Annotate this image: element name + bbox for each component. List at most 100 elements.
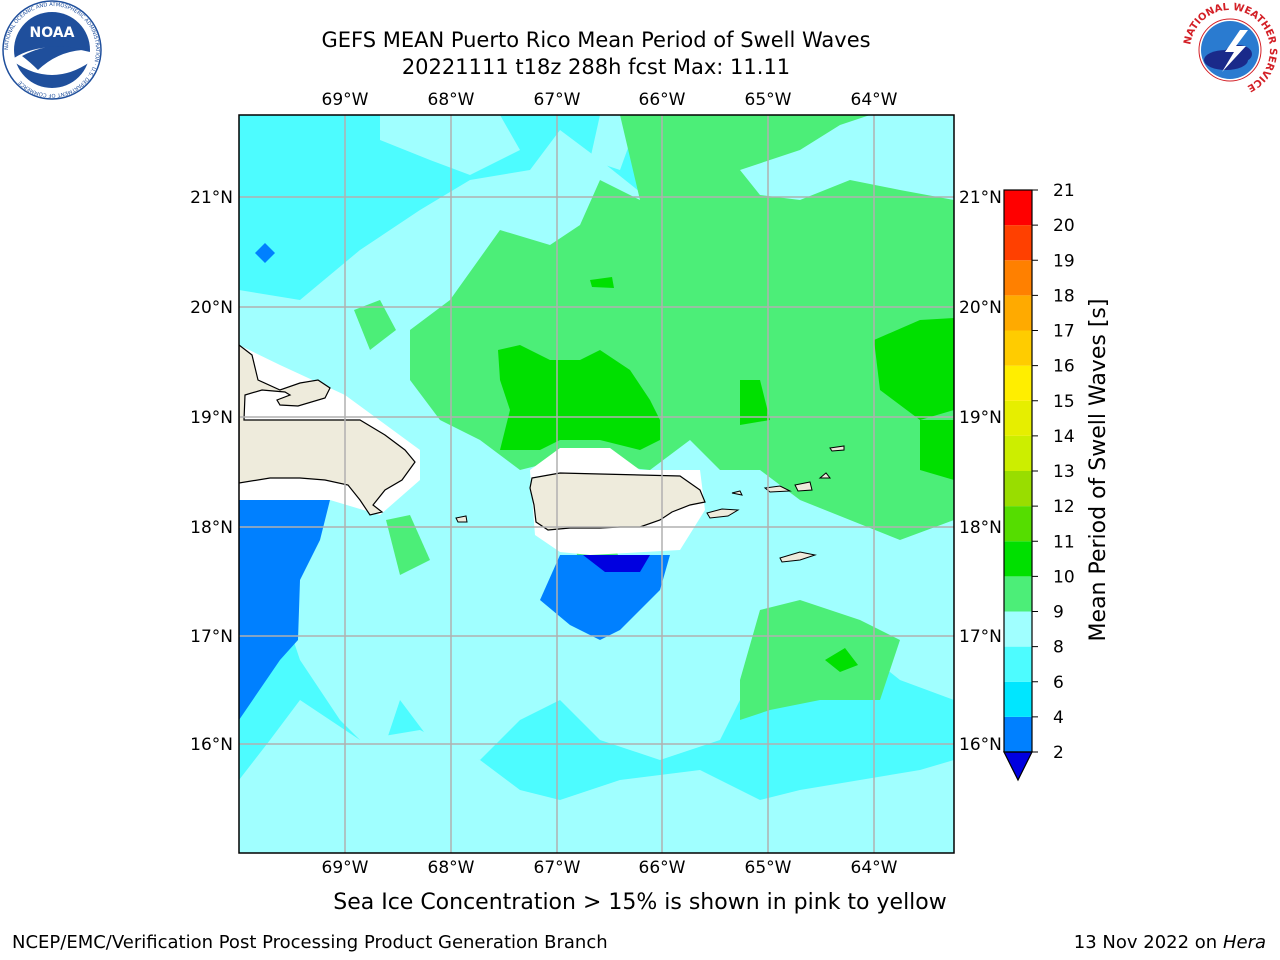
longitude-label: 68°W bbox=[428, 90, 475, 110]
colorbar-label: Mean Period of Swell Waves [s] bbox=[1086, 299, 1111, 642]
latitude-label: 19°N bbox=[959, 408, 1002, 428]
longitude-labels-bottom: 69°W 68°W 67°W 66°W 65°W 64°W bbox=[322, 858, 898, 878]
colorbar-tick-label: 21 bbox=[1053, 181, 1075, 201]
longitude-label: 67°W bbox=[534, 90, 581, 110]
colorbar-segment bbox=[1004, 225, 1032, 261]
st-john bbox=[794, 481, 813, 492]
map-subtitle: 20221111 t18z 288h fcst Max: 11.11 bbox=[401, 55, 791, 79]
virgin-gorda bbox=[818, 472, 832, 479]
longitude-label: 66°W bbox=[639, 858, 686, 878]
longitude-labels-top: 69°W 68°W 67°W 66°W 65°W 64°W bbox=[322, 90, 898, 110]
colorbar-segment bbox=[1004, 646, 1032, 682]
band-below-2 bbox=[583, 555, 650, 572]
colorbar-tick-label: 19 bbox=[1053, 251, 1075, 271]
longitude-label: 66°W bbox=[639, 90, 686, 110]
map-title: GEFS MEAN Puerto Rico Mean Period of Swe… bbox=[321, 28, 871, 52]
band-8-9-north bbox=[380, 115, 520, 175]
colorbar-extend-arrow bbox=[1003, 751, 1033, 782]
band-8-9-south bbox=[239, 700, 954, 853]
band-2-4-south-pr bbox=[540, 555, 670, 640]
latitude-label: 19°N bbox=[190, 408, 233, 428]
mona-island bbox=[455, 515, 468, 523]
colorbar-tick-label: 12 bbox=[1053, 497, 1075, 517]
latitude-label: 18°N bbox=[959, 518, 1002, 538]
colorbar-tick-label: 11 bbox=[1053, 532, 1075, 552]
colorbar-segment bbox=[1004, 295, 1032, 331]
colorbar-tick-label: 18 bbox=[1053, 286, 1075, 306]
colorbar-segment bbox=[1004, 260, 1032, 296]
issue-date: 13 Nov 2022 on Hera bbox=[1074, 932, 1266, 953]
sea-ice-note: Sea Ice Concentration > 15% is shown in … bbox=[333, 890, 947, 915]
band-2-4-spot bbox=[255, 243, 275, 263]
band-10-11-east bbox=[874, 318, 954, 420]
map-frame bbox=[238, 114, 955, 854]
band-9-10-island1 bbox=[354, 300, 396, 350]
latitude-label: 16°N bbox=[190, 735, 233, 755]
band-10-11-core bbox=[498, 345, 660, 450]
colorbar-segment bbox=[1004, 681, 1032, 717]
longitude-label: 69°W bbox=[322, 90, 369, 110]
colorbar-tick-label: 4 bbox=[1053, 708, 1064, 728]
vieques bbox=[706, 508, 740, 519]
band-9-10-south bbox=[740, 600, 900, 720]
band-10-11-spot4 bbox=[825, 648, 858, 672]
noaa-logo-text: NOAA bbox=[30, 25, 75, 41]
noaa-logo: NATIONAL OCEANIC AND ATMOSPHERIC ADMINIS… bbox=[2, 0, 102, 100]
colorbar-segment bbox=[1004, 506, 1032, 542]
band-9-10-island2 bbox=[386, 515, 430, 575]
longitude-label: 64°W bbox=[851, 858, 898, 878]
colorbar-tick-label: 20 bbox=[1053, 216, 1075, 236]
colorbar-tick-label: 2 bbox=[1053, 743, 1064, 763]
colorbar-tick-label: 6 bbox=[1053, 673, 1064, 693]
culebra bbox=[731, 490, 743, 496]
colorbar-tick-label: 10 bbox=[1053, 567, 1075, 587]
colorbar-segment bbox=[1004, 471, 1032, 507]
longitude-label: 64°W bbox=[851, 90, 898, 110]
colorbar-segment bbox=[1004, 611, 1032, 647]
nws-logo: NATIONAL WEATHER SERVICE bbox=[1181, 1, 1279, 99]
latitude-labels-right: 21°N 20°N 19°N 18°N 17°N 16°N bbox=[959, 188, 1002, 755]
band-10-11-spot bbox=[740, 380, 770, 425]
latitude-labels-left: 21°N 20°N 19°N 18°N 17°N 16°N bbox=[190, 188, 233, 755]
colorbar-segment bbox=[1004, 400, 1032, 436]
latitude-label: 20°N bbox=[959, 298, 1002, 318]
colorbar-segment bbox=[1004, 435, 1032, 471]
longitude-label: 65°W bbox=[745, 90, 792, 110]
colorbar-segment bbox=[1004, 576, 1032, 612]
colorbar-tick-label: 13 bbox=[1053, 462, 1075, 482]
credit-text: NCEP/EMC/Verification Post Processing Pr… bbox=[12, 932, 608, 953]
longitude-label: 69°W bbox=[322, 858, 369, 878]
colorbar-tick-label: 8 bbox=[1053, 638, 1064, 658]
band-8-9-ne bbox=[740, 115, 954, 200]
band-10-11-spot3 bbox=[590, 277, 614, 288]
latitude-label: 17°N bbox=[190, 627, 233, 647]
colorbar-tick-label: 14 bbox=[1053, 427, 1075, 447]
colorbar-tick-label: 17 bbox=[1053, 322, 1075, 342]
st-croix bbox=[779, 551, 817, 563]
longitude-label: 68°W bbox=[428, 858, 475, 878]
anegada bbox=[829, 445, 845, 452]
swell-field bbox=[239, 115, 954, 853]
latitude-label: 21°N bbox=[959, 188, 1002, 208]
band-2-4-west bbox=[239, 500, 330, 720]
colorbar-tick-label: 9 bbox=[1053, 603, 1064, 623]
issue-date-text: 13 Nov 2022 on bbox=[1073, 932, 1218, 953]
latitude-label: 21°N bbox=[190, 188, 233, 208]
colorbar-segment bbox=[1004, 330, 1032, 366]
colorbar-segment bbox=[1004, 365, 1032, 401]
longitude-label: 65°W bbox=[745, 858, 792, 878]
latitude-label: 16°N bbox=[959, 735, 1002, 755]
colorbar: 2 4 6 8 9 10 11 12 13 14 15 16 17 18 19 20 21 bbox=[1003, 181, 1075, 782]
band-10-11-spot2 bbox=[920, 420, 954, 480]
latitude-label: 18°N bbox=[190, 518, 233, 538]
latitude-label: 20°N bbox=[190, 298, 233, 318]
colorbar-tick-label: 15 bbox=[1053, 392, 1075, 412]
colorbar-segment bbox=[1004, 716, 1032, 752]
latitude-label: 17°N bbox=[959, 627, 1002, 647]
map-graticule bbox=[239, 115, 954, 853]
longitude-label: 67°W bbox=[534, 858, 581, 878]
colorbar-tick-label: 16 bbox=[1053, 357, 1075, 377]
host-name: Hera bbox=[1222, 932, 1266, 953]
colorbar-segment bbox=[1004, 190, 1032, 226]
